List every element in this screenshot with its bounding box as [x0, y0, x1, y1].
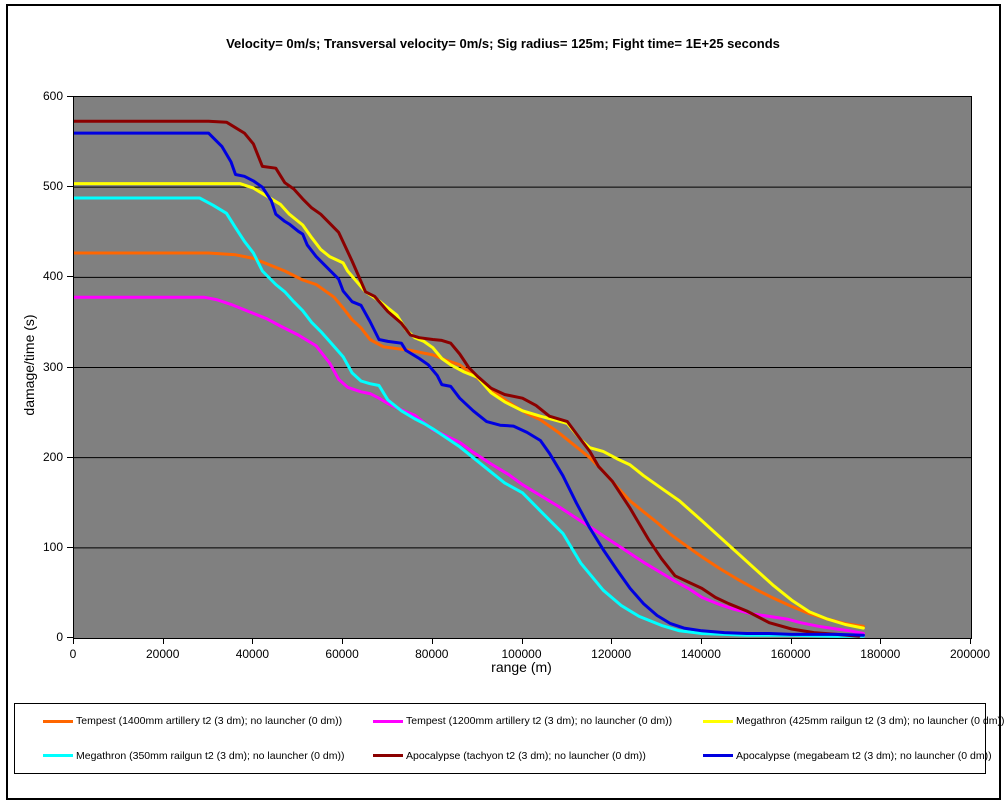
y-tick-label: 300: [42, 359, 63, 374]
x-tick-mark: [611, 639, 613, 644]
plot-area: [73, 96, 972, 639]
legend-marker-line: [703, 754, 733, 758]
x-tick-mark: [970, 639, 971, 644]
x-tick-mark: [790, 639, 792, 644]
x-tick-mark: [162, 639, 164, 644]
series-line: [74, 131, 865, 637]
legend-item: Megathron (425mm railgun t2 (3 dm); no l…: [703, 715, 1004, 727]
x-tick-label: 0: [69, 647, 77, 661]
x-tick-label: 120000: [591, 647, 632, 661]
y-tick-label: 600: [42, 89, 63, 103]
legend-item-label: Megathron (425mm railgun t2 (3 dm); no l…: [736, 715, 1005, 728]
y-tick-mark: [67, 637, 73, 638]
legend-marker-line: [703, 719, 733, 723]
x-tick-mark: [431, 639, 433, 644]
series-line: [74, 295, 865, 635]
y-tick-mark: [67, 96, 73, 97]
legend-item: Tempest (1400mm artillery t2 (3 dm); no …: [43, 715, 373, 727]
y-tick-label: 100: [42, 539, 63, 554]
x-tick-mark: [700, 639, 702, 644]
legend-item-label: Apocalypse (tachyon t2 (3 dm); no launch…: [406, 749, 646, 762]
y-tick-label: 400: [42, 269, 63, 284]
x-tick-label: 100000: [501, 647, 542, 661]
x-tick-mark: [73, 639, 74, 644]
legend-grid: Tempest (1400mm artillery t2 (3 dm); no …: [43, 704, 1004, 773]
x-tick-mark: [252, 639, 254, 644]
legend-marker-line: [373, 719, 403, 723]
y-tick-mark: [67, 366, 73, 368]
x-tick-label: 160000: [770, 647, 811, 661]
legend-item-label: Megathron (350mm railgun t2 (3 dm); no l…: [76, 749, 345, 762]
x-tick-mark: [521, 639, 523, 644]
chart-title: Velocity= 0m/s; Transversal velocity= 0m…: [226, 36, 780, 51]
legend: Tempest (1400mm artillery t2 (3 dm); no …: [14, 703, 1004, 774]
y-tick-mark: [67, 276, 73, 278]
y-tick-mark: [67, 186, 73, 188]
x-tick-label: 180000: [860, 647, 901, 661]
x-tick-mark: [342, 639, 344, 644]
legend-item: Megathron (350mm railgun t2 (3 dm); no l…: [43, 750, 373, 762]
y-axis-title: damage/time (s): [21, 314, 37, 416]
legend-item: Apocalypse (megabeam t2 (3 dm); no launc…: [703, 750, 992, 762]
plot-svg: [74, 119, 971, 638]
legend-item-label: Tempest (1400mm artillery t2 (3 dm); no …: [76, 715, 343, 728]
x-tick-label: 140000: [680, 647, 721, 661]
y-tick-label: 200: [42, 449, 63, 464]
y-tick-label: 0: [56, 630, 63, 644]
series-line: [74, 251, 865, 628]
y-tick-mark: [67, 546, 73, 548]
legend-item: Apocalypse (tachyon t2 (3 dm); no launch…: [373, 750, 703, 762]
y-tick-mark: [67, 456, 73, 458]
x-tick-label: 40000: [235, 647, 270, 661]
legend-item-label: Apocalypse (megabeam t2 (3 dm); no launc…: [736, 749, 992, 762]
y-tick-label: 500: [42, 179, 63, 194]
series-line: [74, 182, 865, 630]
x-axis-title: range (m): [491, 659, 552, 675]
x-tick-label: 200000: [949, 647, 991, 661]
series-line: [74, 119, 861, 638]
series-line: [74, 196, 865, 638]
legend-item: Tempest (1200mm artillery t2 (3 dm); no …: [373, 715, 703, 727]
x-tick-label: 20000: [146, 647, 180, 661]
x-tick-mark: [880, 639, 882, 644]
legend-marker-line: [43, 754, 73, 758]
legend-marker-line: [43, 719, 73, 723]
x-tick-label: 60000: [325, 647, 359, 661]
legend-item-label: Tempest (1200mm artillery t2 (3 dm); no …: [406, 715, 673, 728]
legend-marker-line: [373, 754, 403, 758]
x-tick-label: 80000: [415, 647, 449, 661]
